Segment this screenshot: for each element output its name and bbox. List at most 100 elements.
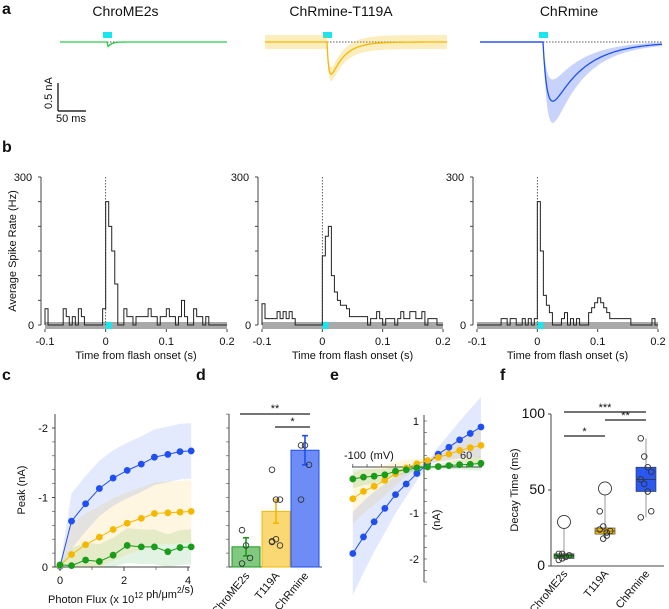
x-axis-label: Time from flash onset (s) [292,350,413,362]
scale-bar-current-label: 0.5 nA [43,77,55,109]
data-point [413,464,421,472]
trace-sem-band [265,35,447,82]
x-tick-label: -100 [344,450,366,462]
x-axis-label-part: /s) [181,584,193,596]
psth-histogram-ChroME2s [44,201,227,326]
data-point [370,482,378,490]
psth-histogram-ChRmine-T119A [261,225,443,326]
data-point [164,451,172,458]
current-trace [265,41,448,76]
data-point [477,459,485,467]
significance-label: * [290,416,295,428]
y-tick-label: 0 [460,320,466,332]
cell-point [297,496,305,503]
current-trace [60,41,227,48]
y-tick-label: 0 [42,562,48,574]
data-point [109,526,117,533]
panel-label-f: f [500,367,506,384]
data-point [381,505,389,512]
data-point [392,467,399,475]
data-point [434,453,442,461]
cell-point [566,552,573,559]
data-point [123,466,131,474]
data-point [176,508,184,516]
y-axis-unit-label: (nA) [431,510,443,531]
data-point [82,556,89,564]
data-point [360,533,367,541]
data-point [477,423,485,431]
data-point [151,543,158,551]
data-point [424,463,431,471]
cell-point [641,453,648,460]
data-point [137,460,145,468]
cell-point [637,435,645,442]
cell-point [242,542,250,549]
x-tick-label: 60 [460,450,472,462]
x-category-label: ChroME2s [210,570,253,609]
cell-point [641,480,648,488]
cell-point [238,560,246,567]
light-flash-marker [322,322,329,329]
data-point [349,550,357,557]
panel-label-e: e [330,367,339,384]
data-point [109,474,117,482]
data-point [68,551,75,558]
cell-point [644,488,652,495]
data-point [82,500,89,508]
outlier-point [557,514,571,529]
y-tick-label: 300 [446,172,464,184]
data-point [456,447,463,454]
cell-point [297,442,305,449]
y-axis-label: Decay Time (ms) [509,448,521,531]
y-tick-label: 300 [14,172,32,184]
data-point [176,448,184,456]
data-point [456,436,463,444]
y-tick-label: -1 [409,508,419,520]
data-point [68,562,75,570]
significance-label: ** [271,403,280,415]
y-tick-label: 1 [413,416,419,428]
cell-point [559,550,566,558]
data-point [402,466,410,474]
cell-point [648,468,655,476]
cell-point [272,535,280,543]
trace-title: ChRmine-T119A [289,3,393,19]
data-point [123,519,131,527]
x-category-label: ChRmine [614,568,653,609]
cell-point [555,556,563,564]
data-point [381,476,389,484]
outlier-point [598,481,612,496]
cell-point [276,496,284,503]
x-tick-label: 0 [57,575,63,587]
data-point [95,533,103,541]
data-point [95,558,103,565]
data-point [164,509,172,517]
y-tick-label: 0 [28,320,34,332]
data-point [466,430,474,437]
data-point [402,480,410,488]
significance-label: * [582,426,587,438]
light-flash-marker [537,322,544,329]
data-point [466,444,474,452]
panel-label-a: a [2,1,11,18]
cell-point [268,538,276,545]
x-tick-label: -0.1 [36,336,55,348]
y-tick-label: 0 [537,557,545,573]
data-point [349,475,357,483]
y-axis-label: Average Spike Rate (Hz) [7,190,19,311]
y-tick-label: 0 [245,320,251,332]
light-flash-marker [323,32,332,38]
trace-sem-band [60,42,227,50]
data-point [466,460,474,468]
data-point [68,517,75,525]
x-axis-label-part: 2 [177,586,182,595]
bar-ChRmine [290,449,320,568]
data-point [424,457,431,464]
x-axis-label-part: ph/μm [143,589,177,601]
data-point [137,543,145,551]
data-point [164,548,172,556]
data-point [381,471,389,479]
x-tick-label: 0 [319,336,325,348]
sem-band-ChRmine [60,423,192,567]
